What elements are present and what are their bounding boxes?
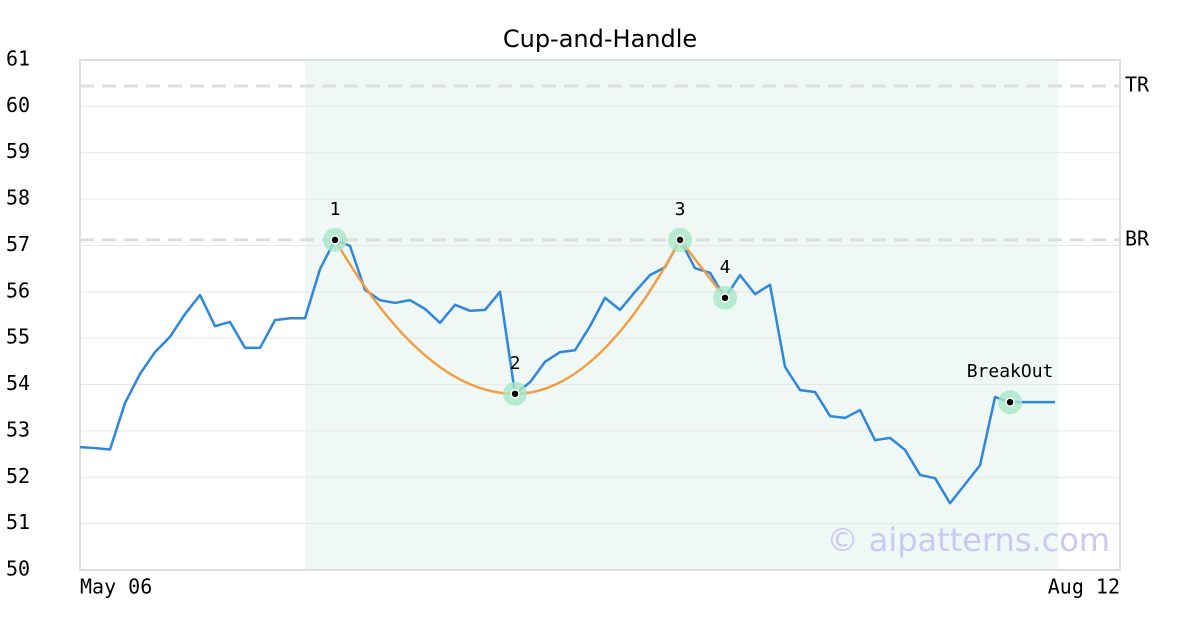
- y-tick-label: 59: [6, 139, 30, 163]
- point-label: 3: [675, 199, 686, 220]
- x-tick-label: Aug 12: [1048, 575, 1120, 599]
- point-dot: [510, 389, 520, 399]
- y-tick-label: 61: [6, 47, 30, 71]
- plot-frame: [79, 59, 1121, 571]
- y-tick-label: 57: [6, 232, 30, 256]
- y-tick-label: 56: [6, 278, 30, 302]
- point-dot: [720, 293, 730, 303]
- y-tick-label: 50: [6, 557, 30, 581]
- y-tick-label: 55: [6, 325, 30, 349]
- reference-label: TR: [1125, 72, 1150, 96]
- price-line: [79, 238, 1056, 505]
- point-dot: [330, 235, 340, 245]
- x-tick-label: May 06: [80, 575, 152, 599]
- y-tick-label: 52: [6, 464, 30, 488]
- y-tick-label: 58: [6, 186, 30, 210]
- point-label: 4: [720, 257, 731, 278]
- y-tick-label: 51: [6, 510, 30, 534]
- reference-label: BR: [1125, 226, 1150, 250]
- point-dot: [675, 235, 685, 245]
- y-tick-label: 54: [6, 371, 30, 395]
- point-label: 1: [330, 199, 341, 220]
- y-tick-label: 60: [6, 93, 30, 117]
- point-dot: [1005, 397, 1015, 407]
- watermark: © aipatterns.com: [827, 521, 1110, 559]
- chart-title: Cup-and-Handle: [503, 25, 697, 53]
- point-label: BreakOut: [967, 361, 1054, 382]
- y-tick-label: 53: [6, 417, 30, 441]
- point-label: 2: [510, 353, 521, 374]
